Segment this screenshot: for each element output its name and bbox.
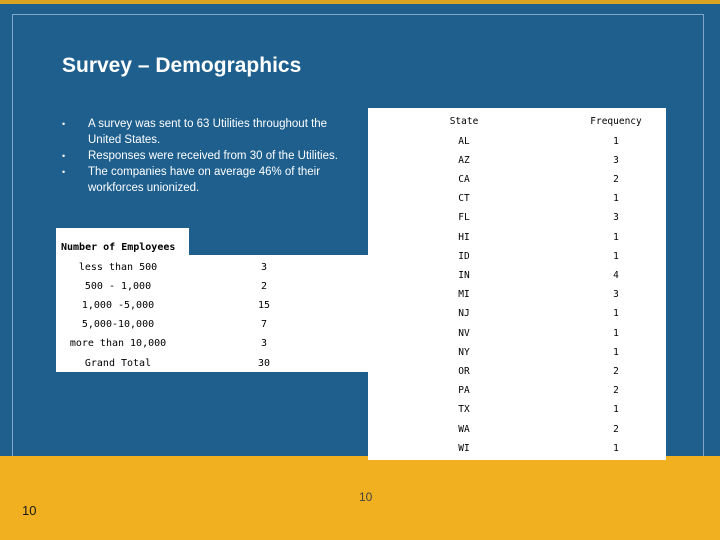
table-row: MI 3 <box>368 289 666 308</box>
table-row: 5,000-10,000 7 <box>56 319 370 337</box>
employees-table-notch <box>189 228 370 255</box>
state-code: AZ <box>458 155 470 166</box>
employees-total-value: 30 <box>257 358 271 369</box>
table-header-row: State Frequency <box>368 116 666 135</box>
bullet-item: Responses were received from 30 of the U… <box>60 148 360 164</box>
employees-table-title: Number of Employees <box>61 242 176 253</box>
state-frequency: 2 <box>613 174 619 185</box>
table-row: FL 3 <box>368 212 666 231</box>
slide-number-center: 10 <box>359 490 373 504</box>
table-row: NJ 1 <box>368 308 666 327</box>
employees-range: 1,000 -5,000 <box>81 300 155 311</box>
top-accent-stripe <box>0 0 720 4</box>
state-frequency: 3 <box>613 155 619 166</box>
slide-number-left: 10 <box>22 503 37 518</box>
state-code: IN <box>458 270 470 281</box>
state-frequency-table: State Frequency AL 1 AZ 3 CA 2 CT 1 FL 3… <box>368 108 666 460</box>
table-row: WI 1 <box>368 443 666 462</box>
state-frequency: 2 <box>613 385 619 396</box>
table-row: AZ 3 <box>368 155 666 174</box>
state-frequency: 1 <box>613 193 619 204</box>
state-code: MI <box>458 289 470 300</box>
table-row: 500 - 1,000 2 <box>56 281 370 299</box>
employees-range: 500 - 1,000 <box>84 281 152 292</box>
state-code: NV <box>458 328 470 339</box>
state-code: CT <box>458 193 470 204</box>
employees-table: Number of Employees less than 500 3 500 … <box>56 228 370 372</box>
table-row: IN 4 <box>368 270 666 289</box>
state-code: AL <box>458 136 470 147</box>
table-row: NV 1 <box>368 328 666 347</box>
state-code: NY <box>458 347 470 358</box>
state-frequency: 3 <box>613 212 619 223</box>
state-code: WI <box>458 443 470 454</box>
state-code: TX <box>458 404 470 415</box>
table-row: more than 10,000 3 <box>56 338 370 356</box>
table-row: WA 2 <box>368 424 666 443</box>
bullet-item: The companies have on average 46% of the… <box>60 164 360 196</box>
employees-total-label: Grand Total <box>84 358 152 369</box>
table-row: CA 2 <box>368 174 666 193</box>
table-row: AL 1 <box>368 136 666 155</box>
state-frequency: 1 <box>613 136 619 147</box>
table-row: NY 1 <box>368 347 666 366</box>
slide-title: Survey – Demographics <box>62 54 302 77</box>
table-row-total: Grand Total 30 <box>56 358 370 376</box>
state-frequency: 1 <box>613 251 619 262</box>
table-row: HI 1 <box>368 232 666 251</box>
state-frequency: 4 <box>613 270 619 281</box>
state-frequency: 1 <box>613 232 619 243</box>
state-code: NJ <box>458 308 470 319</box>
table-row: 1,000 -5,000 15 <box>56 300 370 318</box>
employees-range: less than 500 <box>78 262 158 273</box>
state-frequency: 3 <box>613 289 619 300</box>
state-code: ID <box>458 251 470 262</box>
state-frequency: 2 <box>613 366 619 377</box>
state-frequency: 1 <box>613 443 619 454</box>
employees-count: 3 <box>260 338 268 349</box>
bullet-list: A survey was sent to 63 Utilities throug… <box>60 116 360 196</box>
table-row: ID 1 <box>368 251 666 270</box>
employees-count: 7 <box>260 319 268 330</box>
frequency-column-header: Frequency <box>590 116 642 127</box>
state-column-header: State <box>449 116 479 127</box>
state-code: CA <box>458 174 470 185</box>
employees-count: 15 <box>257 300 271 311</box>
footer-band <box>0 456 720 540</box>
employees-count: 2 <box>260 281 268 292</box>
table-row: OR 2 <box>368 366 666 385</box>
table-row: PA 2 <box>368 385 666 404</box>
state-frequency: 1 <box>613 404 619 415</box>
state-frequency: 1 <box>613 308 619 319</box>
table-row: TX 1 <box>368 404 666 423</box>
state-frequency: 1 <box>613 347 619 358</box>
state-frequency: 2 <box>613 424 619 435</box>
table-row: CT 1 <box>368 193 666 212</box>
state-frequency: 1 <box>613 328 619 339</box>
table-row: less than 500 3 <box>56 262 370 280</box>
bullet-item: A survey was sent to 63 Utilities throug… <box>60 116 360 148</box>
state-code: WA <box>458 424 470 435</box>
state-code: PA <box>458 385 470 396</box>
employees-count: 3 <box>260 262 268 273</box>
state-code: FL <box>458 212 470 223</box>
employees-range: more than 10,000 <box>69 338 167 349</box>
state-code: OR <box>458 366 470 377</box>
employees-range: 5,000-10,000 <box>81 319 155 330</box>
state-code: HI <box>458 232 470 243</box>
